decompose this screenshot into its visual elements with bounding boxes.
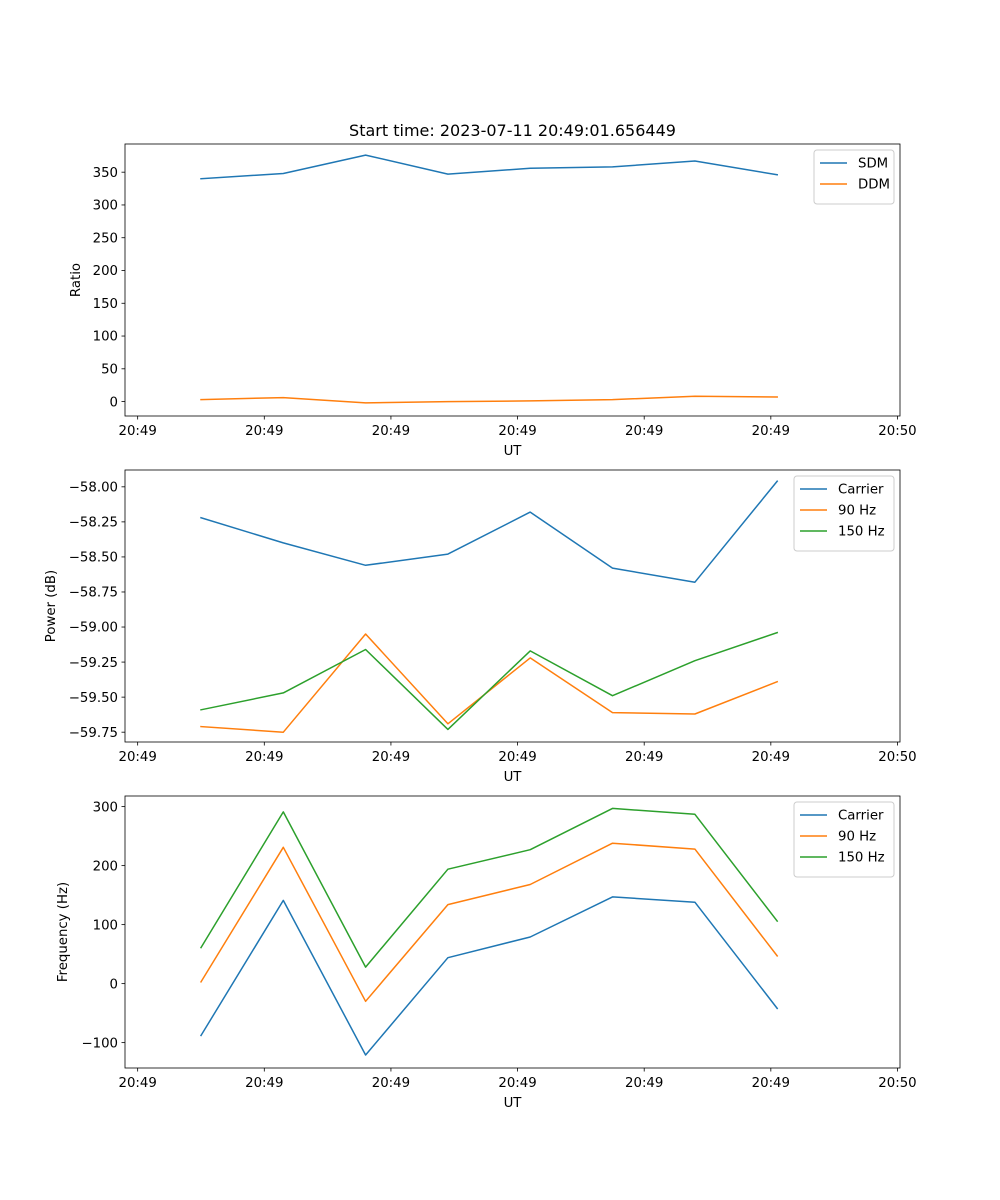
y-tick-label: 200 [93, 264, 118, 279]
series-line-sdm [200, 154, 779, 180]
x-tick-label: 20:49 [372, 424, 410, 439]
x-axis-label: UT [504, 770, 523, 785]
axes-frame [124, 469, 901, 743]
legend: SDM DDM [813, 149, 895, 205]
y-tick-label: 100 [93, 918, 118, 933]
y-tick-label: −100 [81, 1036, 118, 1051]
x-tick-label: 20:49 [498, 1076, 536, 1091]
y-tick-label: 100 [93, 330, 118, 345]
y-tick-label: 50 [101, 363, 118, 378]
x-tick-label: 20:49 [498, 750, 536, 765]
x-tick-label: 20:49 [498, 424, 536, 439]
x-tick-label: 20:49 [752, 750, 790, 765]
y-tick-label: 250 [93, 231, 118, 246]
x-tick-label: 20:49 [245, 424, 283, 439]
series-line-150-hz [200, 631, 779, 731]
series-line-150-hz [199, 807, 779, 968]
legend: Carrier 90 Hz 150 Hz [793, 801, 895, 878]
x-tick-label: 20:49 [245, 750, 283, 765]
legend-label: 150 Hz [838, 525, 885, 540]
y-tick-label: −59.25 [69, 656, 118, 671]
y-tick-label: 0 [110, 395, 118, 410]
chart-3: 20:49 20:49 20:49 20:49 20:49 20:49 20:50 −100 0… [56, 795, 917, 1111]
legend-label: DDM [858, 178, 890, 193]
legend-label: 150 Hz [838, 851, 885, 866]
x-tick-label: 20:50 [878, 1076, 916, 1091]
x-tick-label: 20:49 [372, 1076, 410, 1091]
figure-title: Start time: 2023-07-11 20:49:01.656449 [349, 121, 676, 140]
series-line-carrier [199, 896, 779, 1056]
x-tick-label: 20:49 [372, 750, 410, 765]
x-tick-label: 20:50 [878, 424, 916, 439]
legend-box [793, 475, 895, 552]
legend-box [793, 801, 895, 878]
x-tick-label: 20:49 [245, 1076, 283, 1091]
series-line-carrier [200, 480, 779, 583]
y-tick-label: 300 [93, 800, 118, 815]
x-tick-label: 20:49 [625, 424, 663, 439]
subplots: 20:49 20:49 20:49 20:49 20:49 20:49 20:50 0 50 10… [44, 143, 917, 1111]
y-tick-label: 300 [93, 199, 118, 214]
x-axis-label: UT [504, 444, 523, 459]
y-tick-label: −59.00 [69, 621, 118, 636]
legend-label: Carrier [838, 809, 884, 824]
y-tick-label: −58.00 [69, 481, 118, 496]
x-tick-label: 20:49 [118, 750, 156, 765]
series-line-ddm [200, 395, 778, 404]
y-axis-label: Frequency (Hz) [56, 882, 71, 982]
y-tick-label: −58.50 [69, 551, 118, 566]
y-tick-label: 150 [93, 297, 118, 312]
series-line-90-hz [199, 842, 779, 1003]
x-tick-label: 20:49 [752, 1076, 790, 1091]
x-tick-label: 20:49 [625, 1076, 663, 1091]
y-tick-label: 200 [93, 859, 118, 874]
x-tick-label: 20:49 [118, 1076, 156, 1091]
axes-frame [124, 143, 901, 417]
y-tick-label: −59.75 [69, 726, 118, 741]
y-tick-label: 0 [110, 977, 118, 992]
x-tick-label: 20:49 [118, 424, 156, 439]
x-axis-label: UT [504, 1096, 523, 1111]
chart-2: 20:49 20:49 20:49 20:49 20:49 20:49 20:50 −59.7… [44, 469, 917, 785]
y-tick-label: −58.75 [69, 586, 118, 601]
legend: Carrier 90 Hz 150 Hz [793, 475, 895, 552]
legend-label: 90 Hz [838, 830, 876, 845]
y-tick-label: −58.25 [69, 516, 118, 531]
y-tick-label: 350 [93, 166, 118, 181]
y-axis-label: Power (dB) [44, 570, 59, 642]
chart-1: 20:49 20:49 20:49 20:49 20:49 20:49 20:50 0 50 10… [69, 143, 917, 459]
legend-label: 90 Hz [838, 504, 876, 519]
legend-label: Carrier [838, 483, 884, 498]
x-tick-label: 20:50 [878, 750, 916, 765]
x-tick-label: 20:49 [625, 750, 663, 765]
x-tick-label: 20:49 [752, 424, 790, 439]
axes-frame [124, 795, 901, 1069]
y-axis-label: Ratio [69, 263, 84, 297]
y-tick-label: −59.50 [69, 691, 118, 706]
legend-label: SDM [858, 157, 888, 172]
